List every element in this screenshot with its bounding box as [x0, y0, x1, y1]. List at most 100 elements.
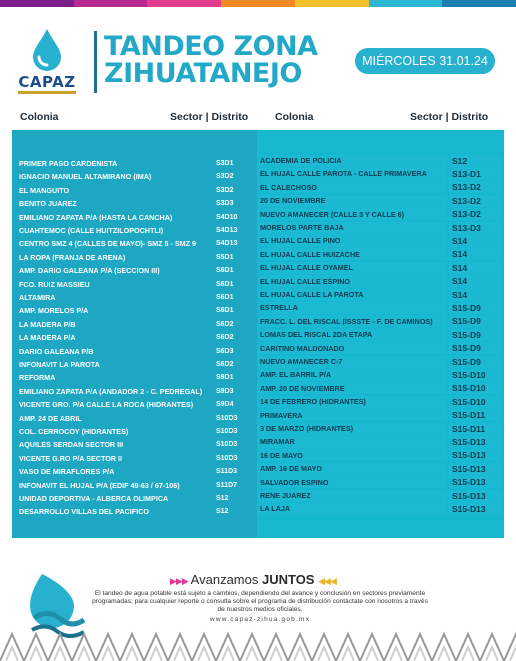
title-line-1: TANDEO ZONA — [104, 31, 318, 62]
stripe-segment — [221, 0, 295, 7]
table-row: FRACC. L. DEL RISCAL (ISSSTE - F. DE CAM… — [257, 315, 504, 328]
sector-cell: S6D2 — [212, 318, 253, 331]
sector-cell: S13-D1 — [449, 167, 501, 180]
sector-cell: S15-D13 — [449, 435, 501, 448]
sector-cell: S14 — [449, 248, 501, 261]
table-row: EL HUJAL CALLE LA PAROTA S14 — [257, 288, 504, 301]
footer — [0, 560, 516, 661]
colonia-cell: EL MANGUITO — [16, 184, 210, 197]
colonia-cell: BENITO JUAREZ — [16, 197, 210, 210]
table-row: LA LAJA S15-D13 — [257, 502, 504, 515]
sector-cell: S15-D11 — [449, 409, 501, 422]
sector-cell: S6D1 — [212, 304, 253, 317]
table-row: PRIMER PASO CARDENISTA S3D1 — [16, 157, 253, 170]
table-row: 14 DE FEBRERO (HIDRANTES) S15-D10 — [257, 395, 504, 408]
table-row: AMP. 24 DE ABRIL S10D3 — [16, 412, 253, 425]
yellow-arrows-icon: ◀◀◀ — [318, 576, 337, 586]
sector-cell: S14 — [449, 275, 501, 288]
colonia-cell: REFORMA — [16, 371, 210, 384]
sector-cell: S4D10 — [212, 211, 253, 224]
colonia-cell: EL HUJAL CALLE PAROTA - CALLE PRIMAVERA — [257, 167, 447, 180]
table-row: DARIO GALEANA P/B S6D3 — [16, 345, 253, 358]
sector-cell: S10D3 — [212, 412, 253, 425]
table-row: ACADEMIA DE POLICIA S12 — [257, 154, 504, 167]
colonia-cell: SALVADOR ESPINO — [257, 476, 447, 489]
colonia-cell: DESARROLLO VILLAS DEL PACIFICO — [16, 505, 210, 518]
sector-cell: S10D3 — [212, 438, 253, 451]
table-row: PRIMAVERA S15-D11 — [257, 409, 504, 422]
colonia-cell: RENE JUAREZ — [257, 489, 447, 502]
sector-cell: S9D3 — [212, 385, 253, 398]
title-line-2: ZIHUATANEJO — [104, 58, 302, 89]
footer-water-logo — [30, 574, 86, 638]
website-link[interactable]: www.capaz-zihua.gob.mx — [209, 616, 311, 623]
left-sector-header: Sector | Distrito — [170, 111, 249, 123]
table-row: AMP. MORELOS P/A S6D1 — [16, 304, 253, 317]
sector-cell: S13-D2 — [449, 194, 501, 207]
colonia-cell: EMILIANO ZAPATA P/A (ANDADOR 2 - C. PEDR… — [16, 385, 210, 398]
table-row: RENE JUAREZ S15-D13 — [257, 489, 504, 502]
pink-arrows-icon: ▶▶▶ — [170, 576, 189, 586]
table-row: FCO. RUIZ MASSIEU S6D1 — [16, 278, 253, 291]
table-row: LA MADERA P/B S6D2 — [16, 318, 253, 331]
table-row: BENITO JUAREZ S3D3 — [16, 197, 253, 210]
table-row: 20 DE NOVIEMBRE S13-D2 — [257, 194, 504, 207]
right-sector-header: Sector | Distrito — [410, 111, 489, 123]
table-row: NUEVO AMANECER C-7 S15-D9 — [257, 355, 504, 368]
table-row: AMP. EL BARRIL P/A S15-D10 — [257, 368, 504, 381]
colonia-cell: LA LAJA — [257, 502, 447, 515]
colonia-cell: 20 DE NOVIEMBRE — [257, 194, 447, 207]
table-row: LOMAS DEL RISCAL 2DA ETAPA S15-D9 — [257, 328, 504, 341]
colonia-cell: INFONAVIT EL HUJAL P/A (EDIF 49-63 / 67-… — [16, 479, 210, 492]
colonia-cell: PRIMER PASO CARDENISTA — [16, 157, 210, 170]
sector-cell: S15-D10 — [449, 382, 501, 395]
table-row: 16 DE MAYO S15-D13 — [257, 449, 504, 462]
colonia-cell: IGNACIO MANUEL ALTAMIRANO (IMA) — [16, 170, 210, 183]
sector-cell: S15-D11 — [449, 422, 501, 435]
colonia-cell: EL HUJAL CALLE HUIZACHE — [257, 248, 447, 261]
colonia-cell: EL HUJAL CALLE OYAMEL — [257, 261, 447, 274]
table-row: EMILIANO ZAPATA P/A (ANDADOR 2 - C. PEDR… — [16, 385, 253, 398]
colonia-cell: VICENTE G.RO P/A SECTOR II — [16, 452, 210, 465]
table-row: AMP. DARIO GALEANA P/A (SECCION III) S6D1 — [16, 264, 253, 277]
decorative-pattern — [0, 631, 516, 661]
sector-cell: S15-D13 — [449, 476, 501, 489]
colonia-cell: LA MADERA P/A — [16, 331, 210, 344]
left-colonia-header: Colonia — [20, 111, 59, 123]
sector-cell: S3D3 — [212, 197, 253, 210]
sector-cell: S14 — [449, 261, 501, 274]
table-row: IGNACIO MANUEL ALTAMIRANO (IMA) S3D2 — [16, 170, 253, 183]
table-row: VICENTE G.RO P/A SECTOR II S10D3 — [16, 452, 253, 465]
colonia-cell: ALTAMIRA — [16, 291, 210, 304]
sector-cell: S14 — [449, 234, 501, 247]
colonia-cell: AMP. 20 DE NOVIEMBRE — [257, 382, 447, 395]
table-row: CUAHTEMOC (CALLE HUITZILOPOCHTLI) S4D13 — [16, 224, 253, 237]
colonia-cell: AMP. MORELOS P/A — [16, 304, 210, 317]
colonia-cell: EL HUJAL CALLE LA PAROTA — [257, 288, 447, 301]
table-row: EL HUJAL CALLE PAROTA - CALLE PRIMAVERA S… — [257, 167, 504, 180]
table-row: EL HUJAL CALLE OYAMEL S14 — [257, 261, 504, 274]
sector-cell: S4D13 — [212, 224, 253, 237]
disclaimer-text: El tandeo de agua potable está sujeto a … — [92, 590, 428, 613]
sector-cell: S6D2 — [212, 331, 253, 344]
colonia-cell: AMP. 24 DE ABRIL — [16, 412, 210, 425]
colonia-cell: FCO. RUIZ MASSIEU — [16, 278, 210, 291]
table-row: COL. CERROCOY (HIDRANTES) S10D3 — [16, 425, 253, 438]
colonia-cell: CARITINO MALDONADO — [257, 342, 447, 355]
sector-cell: S3D1 — [212, 157, 253, 170]
colonia-cell: AQUILES SERDAN SECTOR III — [16, 438, 210, 451]
sector-cell: S6D3 — [212, 345, 253, 358]
colonia-cell: COL. CERROCOY (HIDRANTES) — [16, 425, 210, 438]
slogan: ▶▶▶ Avanzamos JUNTOS ◀◀◀ — [170, 572, 337, 590]
table-row: AMP. 20 DE NOVIEMBRE S15-D10 — [257, 382, 504, 395]
colonia-cell: EL HUJAL CALLE ESPINO — [257, 275, 447, 288]
colonia-cell: FRACC. L. DEL RISCAL (ISSSTE - F. DE CAM… — [257, 315, 447, 328]
table-row: EL HUJAL CALLE HUIZACHE S14 — [257, 248, 504, 261]
table-row: MIRAMAR S15-D13 — [257, 435, 504, 448]
table-row: DESARROLLO VILLAS DEL PACIFICO S12 — [16, 505, 253, 518]
table-row: AMP. 16 DE MAYO S15-D13 — [257, 462, 504, 475]
sector-cell: S13-D2 — [449, 208, 501, 221]
table-row: INFONAVIT LA PAROTA S6D2 — [16, 358, 253, 371]
sector-cell: S5D1 — [212, 251, 253, 264]
table-row: EMILIANO ZAPATA P/A (HASTA LA CANCHA) S4D… — [16, 211, 253, 224]
